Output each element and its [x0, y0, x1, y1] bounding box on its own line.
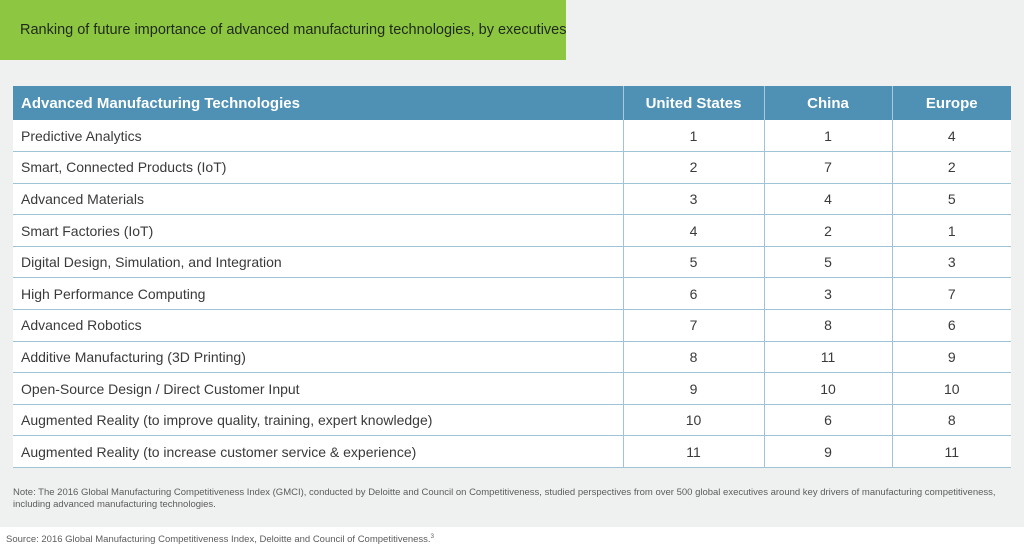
- source-text: Source: 2016 Global Manufacturing Compet…: [6, 534, 431, 546]
- rank-cell-europe: 10: [892, 372, 1011, 405]
- table-header-row: Advanced Manufacturing Technologies Unite…: [13, 86, 1011, 120]
- technology-cell: Digital Design, Simulation, and Integrat…: [13, 246, 624, 279]
- rank-cell-united-states: 4: [623, 214, 765, 247]
- table-row: Augmented Reality (to increase customer …: [13, 435, 1011, 469]
- technology-cell: High Performance Computing: [13, 277, 624, 311]
- technology-cell: Open-Source Design / Direct Customer Inp…: [13, 372, 624, 405]
- table-row: High Performance Computing 6 3 7: [13, 277, 1011, 311]
- column-header-europe: Europe: [892, 86, 1011, 120]
- rank-cell-china: 1: [764, 120, 893, 153]
- table-row: Open-Source Design / Direct Customer Inp…: [13, 372, 1011, 405]
- column-header-united-states: United States: [623, 86, 765, 120]
- content-panel: Ranking of future importance of advanced…: [0, 0, 1024, 527]
- table-row: Advanced Robotics 7 8 6: [13, 309, 1011, 342]
- rank-cell-united-states: 5: [623, 246, 765, 279]
- rank-cell-china: 4: [764, 183, 893, 216]
- rank-cell-united-states: 10: [623, 404, 765, 437]
- rank-cell-europe: 5: [892, 183, 1011, 216]
- technology-cell: Advanced Robotics: [13, 309, 624, 342]
- table-row: Predictive Analytics 1 1 4: [13, 120, 1011, 153]
- rank-cell-china: 5: [764, 246, 893, 279]
- rank-cell-china: 8: [764, 309, 893, 342]
- rank-cell-united-states: 8: [623, 341, 765, 374]
- technology-cell: Predictive Analytics: [13, 120, 624, 153]
- technology-cell: Augmented Reality (to improve quality, t…: [13, 404, 624, 437]
- chart-title: Ranking of future importance of advanced…: [0, 0, 567, 60]
- column-header-china: China: [764, 86, 893, 120]
- rank-cell-china: 10: [764, 372, 893, 405]
- technology-cell: Augmented Reality (to increase customer …: [13, 435, 624, 469]
- table-body: Predictive Analytics 1 1 4 Smart, Connected …: [13, 120, 1011, 469]
- table-row: Smart Factories (IoT) 4 2 1: [13, 214, 1011, 247]
- technology-cell: Smart, Connected Products (IoT): [13, 151, 624, 184]
- rank-cell-europe: 9: [892, 341, 1011, 374]
- rank-cell-united-states: 3: [623, 183, 765, 216]
- rank-cell-united-states: 7: [623, 309, 765, 342]
- table-row: Digital Design, Simulation, and Integrat…: [13, 246, 1011, 279]
- rank-cell-europe: 4: [892, 120, 1011, 153]
- source-line: Source: 2016 Global Manufacturing Compet…: [6, 531, 434, 546]
- table-row: Advanced Materials 3 4 5: [13, 183, 1011, 216]
- rank-cell-china: 3: [764, 277, 893, 311]
- rank-cell-united-states: 9: [623, 372, 765, 405]
- column-header-technology: Advanced Manufacturing Technologies: [13, 86, 624, 120]
- rank-cell-china: 7: [764, 151, 893, 184]
- rank-cell-china: 9: [764, 435, 893, 469]
- rank-cell-china: 2: [764, 214, 893, 247]
- rank-cell-europe: 6: [892, 309, 1011, 342]
- table-row: Smart, Connected Products (IoT) 2 7 2: [13, 151, 1011, 184]
- rank-cell-china: 11: [764, 341, 893, 374]
- ranking-table: Advanced Manufacturing Technologies Unite…: [13, 86, 1011, 469]
- rank-cell-united-states: 2: [623, 151, 765, 184]
- rank-cell-europe: 1: [892, 214, 1011, 247]
- technology-cell: Advanced Materials: [13, 183, 624, 216]
- rank-cell-united-states: 6: [623, 277, 765, 311]
- rank-cell-united-states: 1: [623, 120, 765, 153]
- table-row: Additive Manufacturing (3D Printing) 8 11 9: [13, 341, 1011, 374]
- rank-cell-europe: 11: [892, 435, 1011, 469]
- table-row: Augmented Reality (to improve quality, t…: [13, 404, 1011, 437]
- rank-cell-europe: 7: [892, 277, 1011, 311]
- technology-cell: Smart Factories (IoT): [13, 214, 624, 247]
- rank-cell-europe: 3: [892, 246, 1011, 279]
- rank-cell-europe: 8: [892, 404, 1011, 437]
- rank-cell-united-states: 11: [623, 435, 765, 469]
- rank-cell-china: 6: [764, 404, 893, 437]
- rank-cell-europe: 2: [892, 151, 1011, 184]
- source-footnote: 3: [430, 534, 434, 540]
- technology-cell: Additive Manufacturing (3D Printing): [13, 341, 624, 374]
- note-text: Note: The 2016 Global Manufacturing Comp…: [13, 487, 996, 510]
